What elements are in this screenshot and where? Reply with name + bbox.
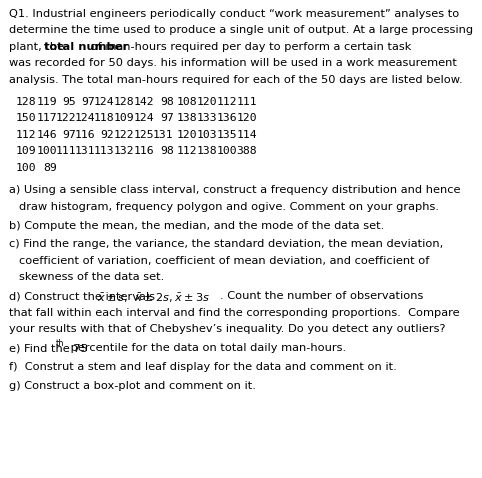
Text: 119: 119 <box>36 97 57 107</box>
Text: 97: 97 <box>81 97 95 107</box>
Text: 120: 120 <box>237 113 257 123</box>
Text: 120: 120 <box>177 130 198 140</box>
Text: 128: 128 <box>15 97 36 107</box>
Text: determine the time used to produce a single unit of output. At a large processin: determine the time used to produce a sin… <box>9 25 473 35</box>
Text: 97: 97 <box>160 113 174 123</box>
Text: 100: 100 <box>36 146 57 156</box>
Text: 122: 122 <box>114 130 134 140</box>
Text: 98: 98 <box>160 146 174 156</box>
Text: 120: 120 <box>197 97 217 107</box>
Text: 92: 92 <box>100 130 114 140</box>
Text: 98: 98 <box>160 97 174 107</box>
Text: 138: 138 <box>177 113 198 123</box>
Text: 100: 100 <box>216 146 237 156</box>
Text: plant, the: plant, the <box>9 42 67 52</box>
Text: 131: 131 <box>74 146 95 156</box>
Text: 109: 109 <box>15 146 36 156</box>
Text: 100: 100 <box>15 163 36 173</box>
Text: a) Using a sensible class interval, construct a frequency distribution and hence: a) Using a sensible class interval, cons… <box>9 185 460 195</box>
Text: 122: 122 <box>55 113 76 123</box>
Text: 142: 142 <box>134 97 154 107</box>
Text: 103: 103 <box>197 130 217 140</box>
Text: total number: total number <box>44 42 128 52</box>
Text: 108: 108 <box>177 97 198 107</box>
Text: your results with that of Chebyshev’s inequality. Do you detect any outliers?: your results with that of Chebyshev’s in… <box>9 325 445 335</box>
Text: 124: 124 <box>134 113 154 123</box>
Text: 109: 109 <box>114 113 134 123</box>
Text: 114: 114 <box>237 130 257 140</box>
Text: 89: 89 <box>43 163 57 173</box>
Text: f)  Construt a stem and leaf display for the data and comment on it.: f) Construt a stem and leaf display for … <box>9 362 396 372</box>
Text: 138: 138 <box>197 146 217 156</box>
Text: was recorded for 50 days. his information will be used in a work measurement: was recorded for 50 days. his informatio… <box>9 58 456 68</box>
Text: d) Construct the intervals: d) Construct the intervals <box>9 292 158 302</box>
Text: skewness of the data set.: skewness of the data set. <box>19 272 164 282</box>
Text: th: th <box>56 338 65 348</box>
Text: percentile for the data on total daily man-hours.: percentile for the data on total daily m… <box>67 343 346 353</box>
Text: 136: 136 <box>216 113 237 123</box>
Text: analysis. The total man-hours required for each of the 50 days are listed below.: analysis. The total man-hours required f… <box>9 75 462 85</box>
Text: 135: 135 <box>216 130 237 140</box>
Text: 124: 124 <box>74 113 95 123</box>
Text: 146: 146 <box>36 130 57 140</box>
Text: e) Find the 75: e) Find the 75 <box>9 343 88 353</box>
Text: 116: 116 <box>134 146 154 156</box>
Text: 150: 150 <box>15 113 36 123</box>
Text: of man-hours required per day to perform a certain task: of man-hours required per day to perform… <box>87 42 412 52</box>
Text: 388: 388 <box>237 146 257 156</box>
Text: 112: 112 <box>15 130 36 140</box>
Text: Q1. Industrial engineers periodically conduct “work measurement” analyses to: Q1. Industrial engineers periodically co… <box>9 9 459 19</box>
Text: $\bar{x}\pm s$,  $\bar{x}\pm 2s$$,\bar{x}\pm 3s$: $\bar{x}\pm s$, $\bar{x}\pm 2s$$,\bar{x}… <box>97 292 210 304</box>
Text: 131: 131 <box>153 130 174 140</box>
Text: 113: 113 <box>94 146 114 156</box>
Text: 125: 125 <box>134 130 154 140</box>
Text: that fall within each interval and find the corresponding proportions.  Compare: that fall within each interval and find … <box>9 308 459 318</box>
Text: coefficient of variation, coefficient of mean deviation, and coefficient of: coefficient of variation, coefficient of… <box>19 256 429 266</box>
Text: 116: 116 <box>74 130 95 140</box>
Text: c) Find the range, the variance, the standard deviation, the mean deviation,: c) Find the range, the variance, the sta… <box>9 239 443 250</box>
Text: 128: 128 <box>114 97 134 107</box>
Text: g) Construct a box-plot and comment on it.: g) Construct a box-plot and comment on i… <box>9 381 255 391</box>
Text: 95: 95 <box>62 97 76 107</box>
Text: 111: 111 <box>237 97 257 107</box>
Text: b) Compute the mean, the median, and the mode of the data set.: b) Compute the mean, the median, and the… <box>9 220 384 230</box>
Text: 111: 111 <box>55 146 76 156</box>
Text: 112: 112 <box>216 97 237 107</box>
Text: 118: 118 <box>94 113 114 123</box>
Text: 97: 97 <box>62 130 76 140</box>
Text: . Count the number of observations: . Count the number of observations <box>220 292 423 302</box>
Text: 133: 133 <box>197 113 217 123</box>
Text: draw histogram, frequency polygon and ogive. Comment on your graphs.: draw histogram, frequency polygon and og… <box>19 202 439 212</box>
Text: 124: 124 <box>94 97 114 107</box>
Text: 112: 112 <box>177 146 198 156</box>
Text: 117: 117 <box>36 113 57 123</box>
Text: 132: 132 <box>114 146 134 156</box>
